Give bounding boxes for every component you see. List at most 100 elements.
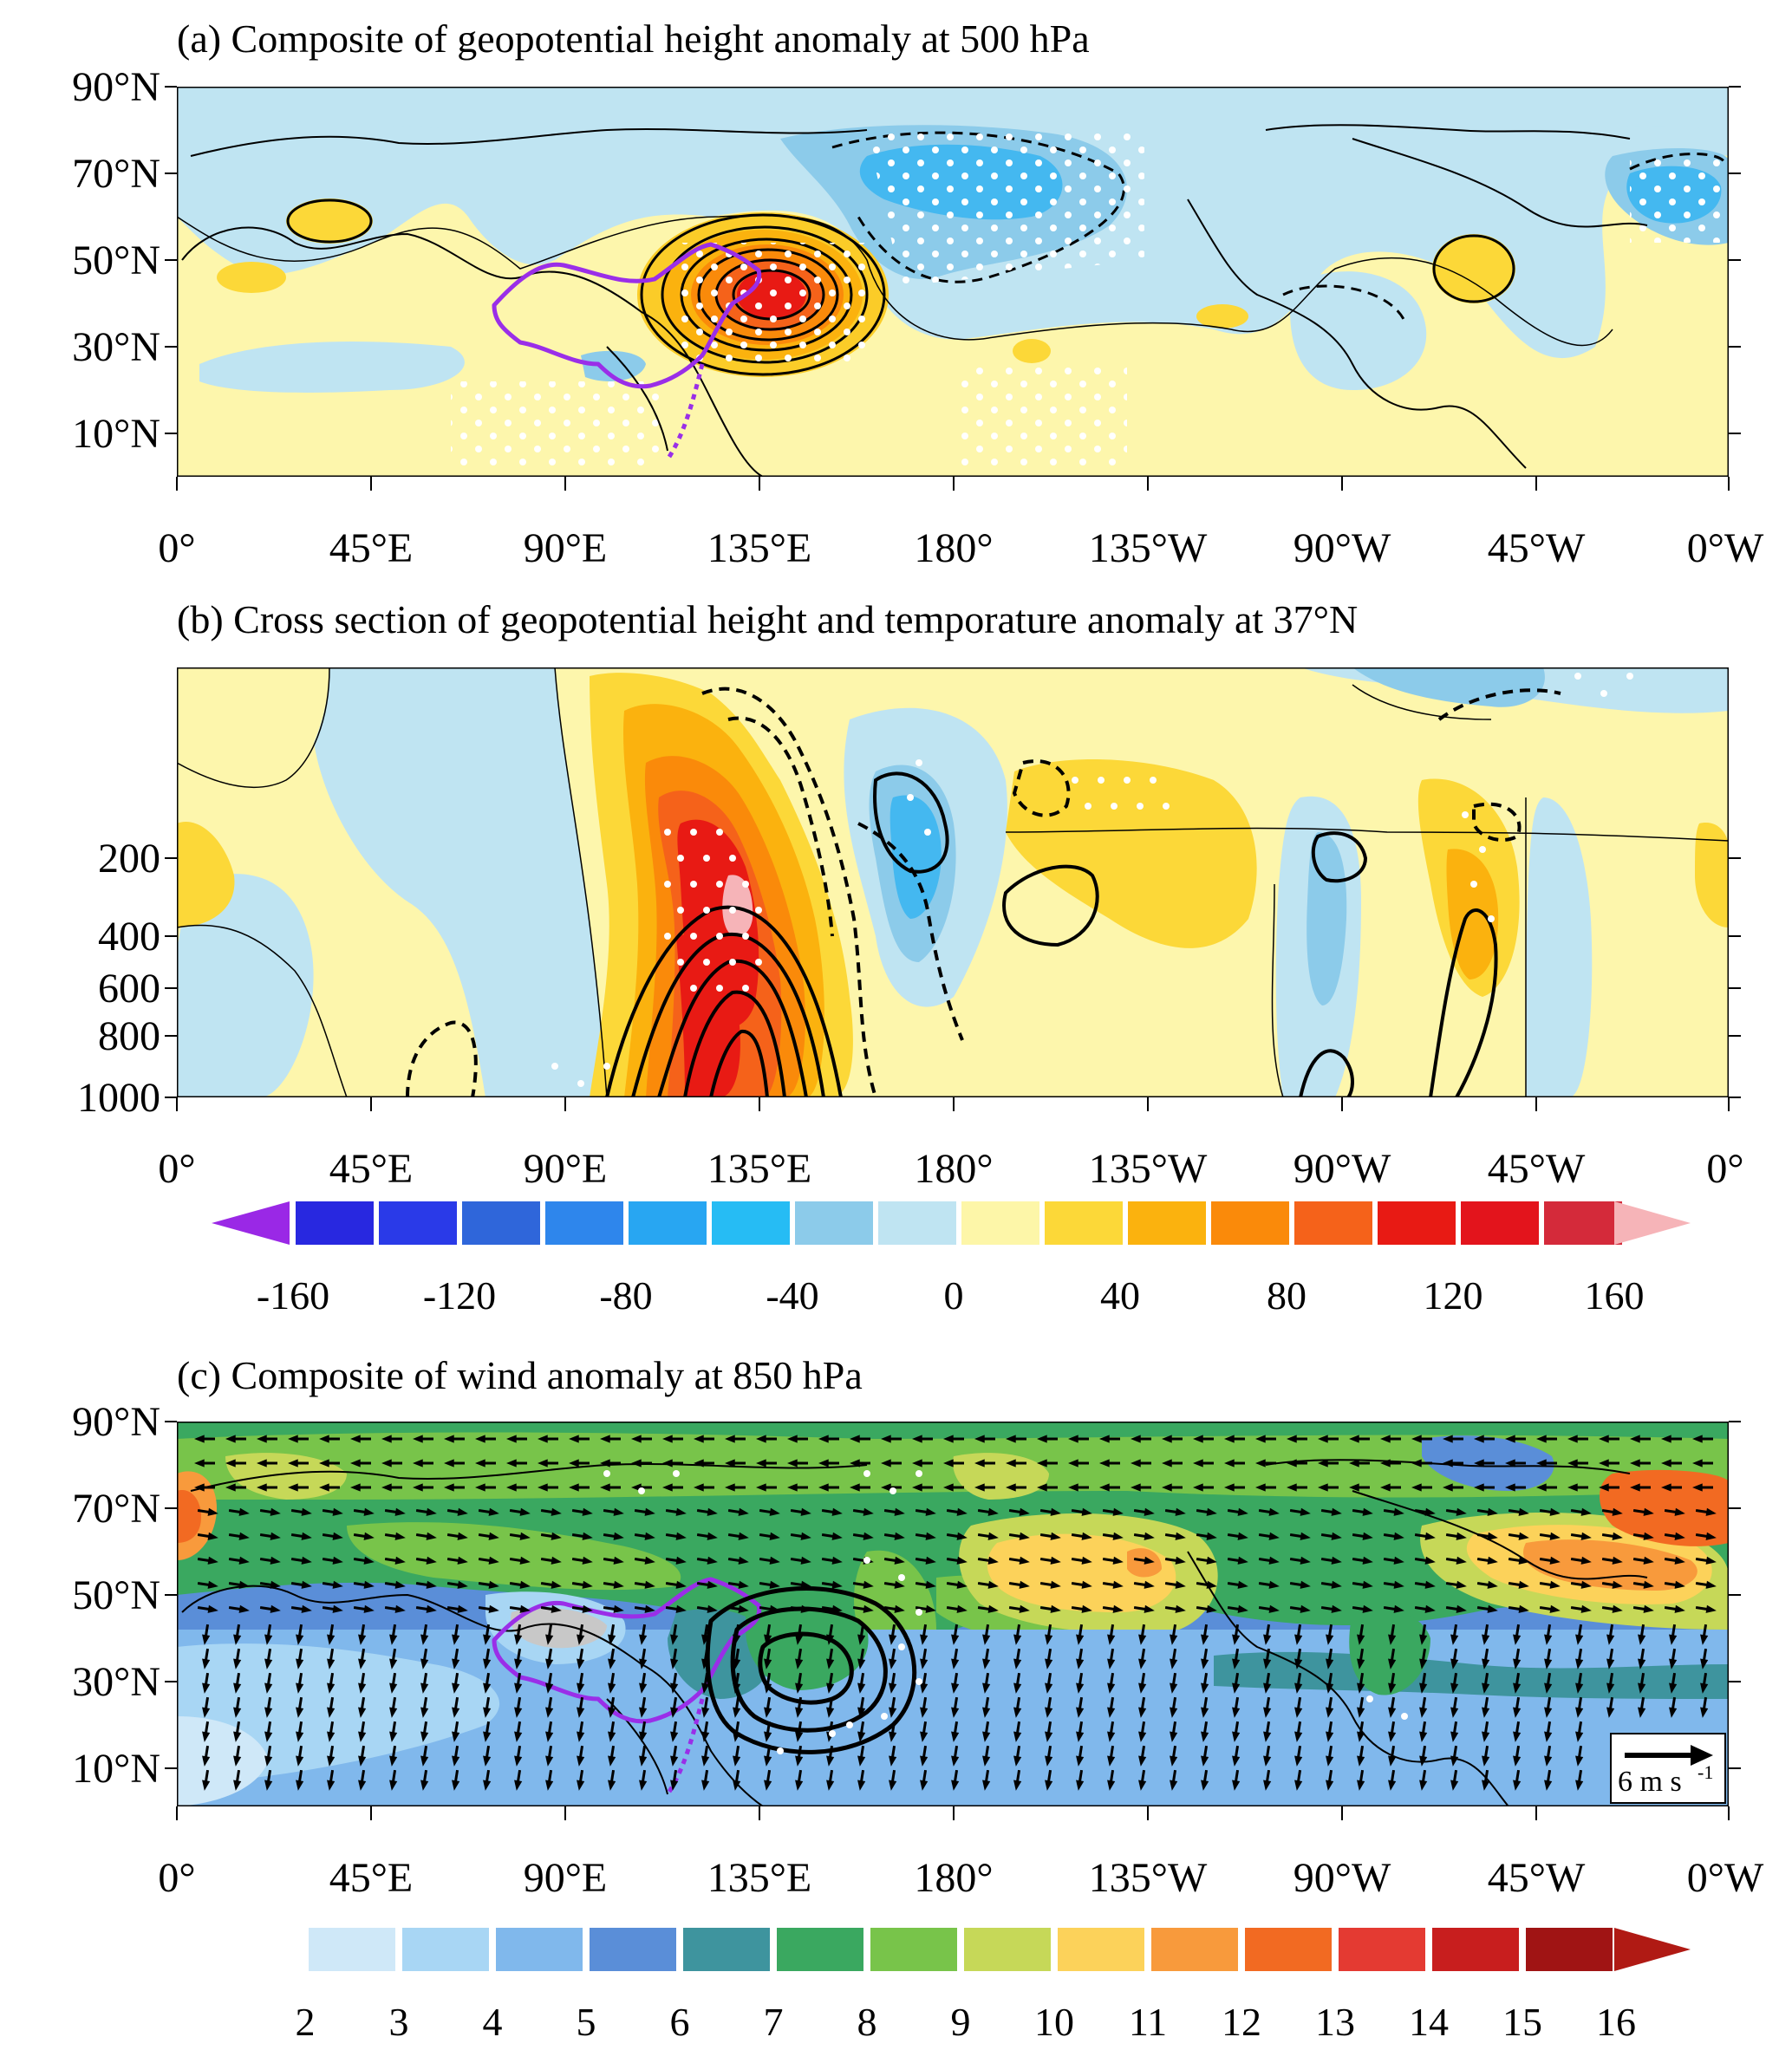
panel-a-lon-135e: 135°E [707, 525, 812, 571]
wind-vector-head [1643, 1604, 1654, 1613]
colorbar-2-cell [1058, 1928, 1144, 1971]
panel-b-lon-45e: 45°E [329, 1146, 414, 1192]
panel-c-lon-45w: 45°W [1488, 1855, 1586, 1901]
wind-vector-head [675, 1507, 687, 1516]
wind-vector-head [1474, 1435, 1484, 1443]
wind-vector-head [545, 1658, 554, 1669]
wind-vector-head [363, 1532, 375, 1540]
wind-vector-head [202, 1682, 211, 1694]
wind-vector-head [389, 1634, 398, 1645]
wind-vector-head [1232, 1634, 1241, 1645]
panel-a-lon-0: 0° [158, 525, 195, 571]
wind-vector-head [551, 1580, 562, 1589]
wind-vector-head [582, 1556, 593, 1565]
wind-vector-head [925, 1556, 936, 1565]
wind-vector-head [1294, 1755, 1303, 1767]
wind-vector-head [1357, 1634, 1365, 1645]
colorbar-2-cell [309, 1928, 395, 1971]
wind-vector-head [1692, 1483, 1703, 1492]
wind-vector-head [889, 1658, 897, 1669]
wind-vector-head [894, 1507, 905, 1516]
wind-vector-head [1224, 1435, 1235, 1443]
colorbar-2-cell [1151, 1928, 1238, 1971]
wind-vector-head [912, 1459, 922, 1468]
wind-vector-head [1019, 1556, 1030, 1565]
wind-vector-head [1612, 1604, 1623, 1613]
wind-vector-head [1193, 1459, 1203, 1468]
wind-vector-head [787, 1459, 798, 1468]
wind-vector-head [519, 1556, 531, 1565]
colorbar-1-cell [712, 1201, 790, 1245]
wind-vector-head [1419, 1634, 1428, 1645]
wind-vector-head [519, 1604, 531, 1613]
wind-vector-head [925, 1532, 936, 1540]
wind-vector-head [1201, 1658, 1209, 1669]
wind-vector-head [608, 1707, 616, 1718]
wind-vector-head [420, 1707, 429, 1718]
panel-c-lat-70: 70°N [72, 1486, 160, 1532]
colorbar-2-label: 2 [296, 2000, 316, 2044]
wind-vector-head [1175, 1556, 1186, 1565]
wind-vector-head [675, 1580, 687, 1589]
wind-vector-head [1006, 1459, 1016, 1468]
panel-a-title: (a) Composite of geopotential height ano… [177, 16, 1090, 61]
wind-vector-head [831, 1532, 843, 1540]
wind-vector-head [1544, 1780, 1553, 1791]
wind-vector-head [1170, 1707, 1178, 1718]
wind-vector-head [662, 1483, 673, 1492]
wind-vector-head [1045, 1780, 1053, 1791]
wind-vector-head [662, 1435, 673, 1443]
wind-vector-head [1050, 1580, 1061, 1589]
wind-vector-head [670, 1731, 679, 1742]
wind-vector-head [457, 1507, 468, 1516]
wind-vector-head [951, 1658, 960, 1669]
wind-vector-head [264, 1780, 273, 1791]
wind-vector-head [694, 1435, 704, 1443]
wind-vector-head [233, 1731, 242, 1742]
wind-vector-head [1518, 1507, 1529, 1516]
wind-vector-head [1076, 1682, 1085, 1694]
wind-vector-head [319, 1483, 329, 1492]
wind-vector-head [1045, 1707, 1053, 1718]
wind-vector-head [363, 1507, 375, 1516]
wind-vector-head [506, 1459, 517, 1468]
wind-vector-head [1237, 1580, 1248, 1589]
wind-vector-head [894, 1556, 905, 1565]
wind-vector-head [769, 1507, 780, 1516]
colorbar-1-high-arrow [1614, 1201, 1691, 1245]
wind-vector-head [863, 1507, 874, 1516]
panel-c-title: (c) Composite of wind anomaly at 850 hPa [177, 1353, 863, 1397]
wind-vector-head [1487, 1580, 1498, 1589]
wind-vector-head [1544, 1634, 1553, 1645]
wind-vector-head [764, 1707, 772, 1718]
wind-vector-head [296, 1634, 304, 1645]
wind-vector-head [1170, 1658, 1178, 1669]
colorbar-2-label: 13 [1315, 2000, 1355, 2044]
wind-vector-head [795, 1634, 804, 1645]
wind-vector-head [1006, 1483, 1016, 1492]
panel-a-lon-45e: 45°E [329, 525, 414, 571]
wind-vector-head [608, 1780, 616, 1791]
wind-vector-head [764, 1755, 772, 1767]
colorbar-1-label: -120 [423, 1273, 496, 1318]
wind-vector-head [1263, 1755, 1272, 1767]
wind-vector-head [389, 1682, 398, 1694]
wind-vector-head [381, 1483, 392, 1492]
wind-vector-head [1112, 1532, 1124, 1540]
wind-vector-head [1482, 1707, 1490, 1718]
panel-c-lon-90w: 90°W [1293, 1855, 1391, 1901]
wind-vector-head [514, 1731, 523, 1742]
wind-vector-head [826, 1707, 835, 1718]
wind-vector-head [1638, 1658, 1646, 1669]
wind-vector-head [1068, 1435, 1078, 1443]
wind-vector-head [233, 1707, 242, 1718]
wind-vector-head [233, 1658, 242, 1669]
wind-vector-head [296, 1731, 304, 1742]
wind-vector-head [1575, 1682, 1584, 1694]
wind-vector-head [1138, 1658, 1147, 1669]
wind-vector-head [238, 1532, 250, 1540]
wind-vector-head [1232, 1658, 1241, 1669]
wind-vector-head [1705, 1507, 1717, 1516]
wind-vector-head [270, 1532, 281, 1540]
wind-vector-head [1474, 1459, 1484, 1468]
